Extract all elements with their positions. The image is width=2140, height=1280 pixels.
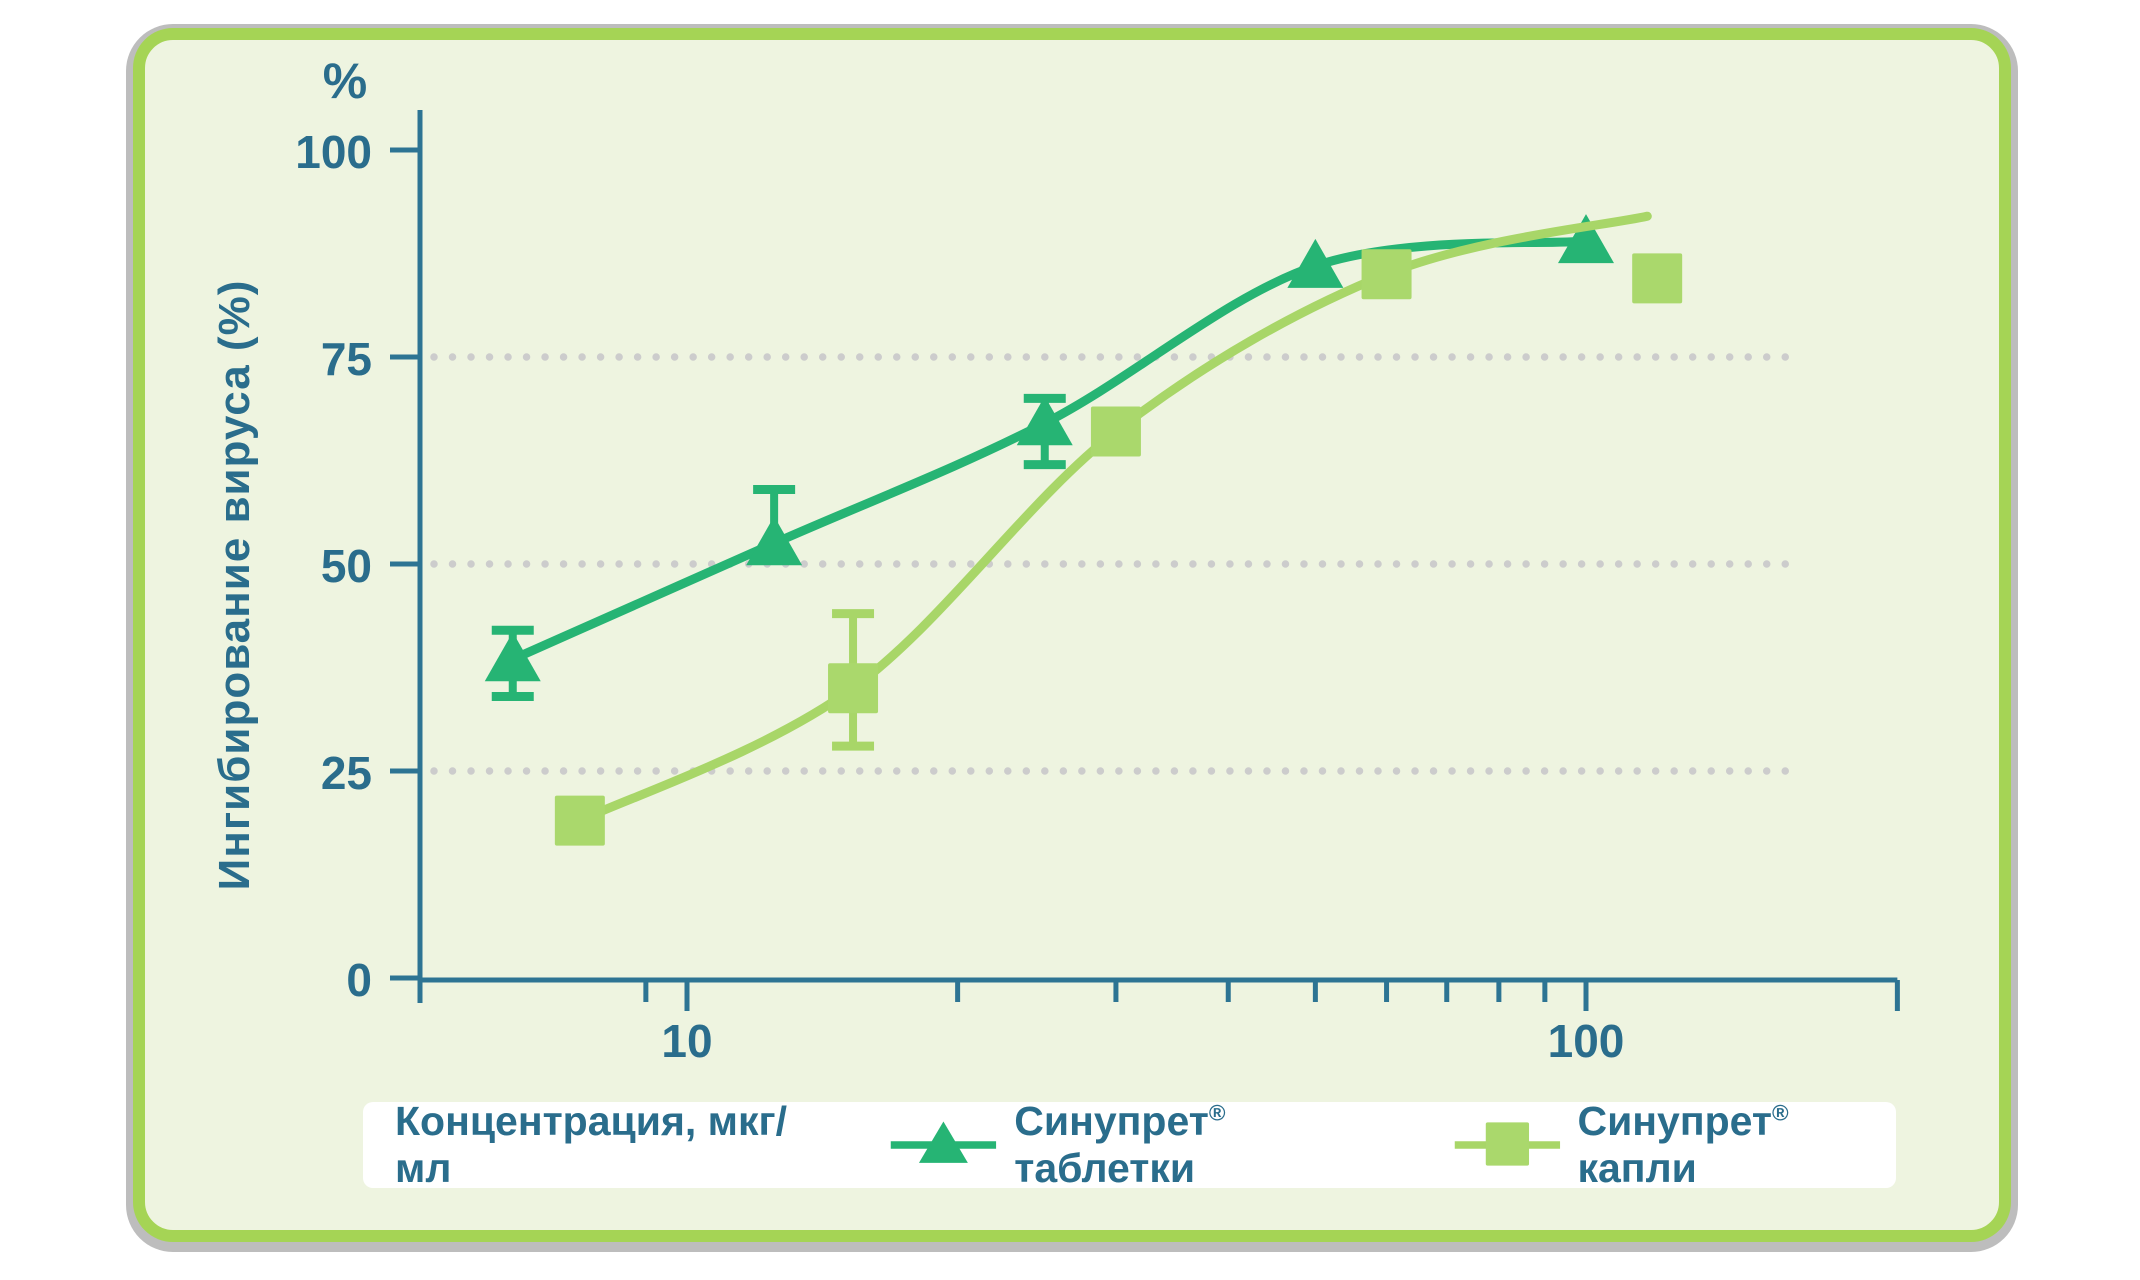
- y-tick-label-100: 100: [295, 126, 372, 178]
- y-tick-label-75: 75: [320, 333, 372, 385]
- legend: Концентрация, мкг/мл Синупрет® таблетки …: [363, 1098, 1896, 1191]
- legend-marker-square-icon: [1451, 1113, 1564, 1177]
- y-tick-label-0: 0: [346, 954, 372, 1006]
- y-axis-unit-label: %: [322, 53, 368, 109]
- legend-marker-triangle-icon: [887, 1113, 1000, 1177]
- x-tick-label-100: 100: [1547, 1015, 1625, 1067]
- legend-title: Концентрация, мкг/мл: [395, 1098, 787, 1191]
- chart-frame: [133, 28, 2011, 1242]
- legend-label-tablets: Синупрет® таблетки: [1014, 1098, 1226, 1191]
- y-tick-label-50: 50: [320, 540, 372, 592]
- legend-item-drops: Синупрет® капли: [1451, 1098, 1896, 1192]
- legend-item-tablets: Синупрет® таблетки: [887, 1098, 1390, 1192]
- y-tick-label-25: 25: [320, 747, 372, 799]
- x-tick-label-10: 10: [661, 1015, 713, 1067]
- legend-label-drops: Синупрет® капли: [1577, 1098, 1789, 1191]
